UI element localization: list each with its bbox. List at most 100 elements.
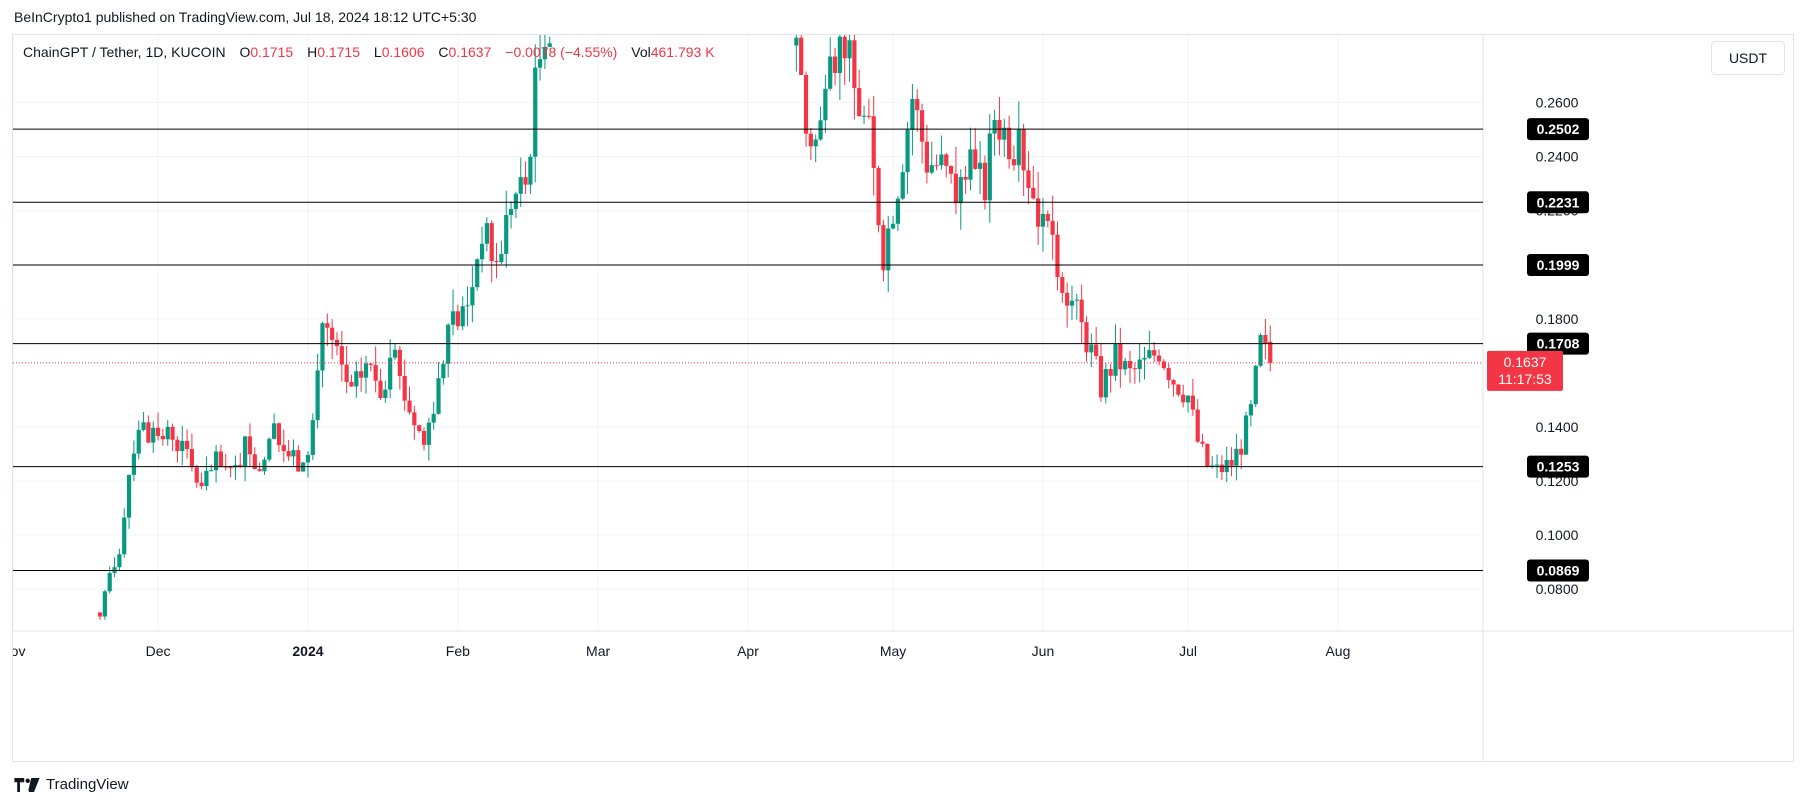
candle-up (939, 135, 944, 170)
candle-body (436, 378, 441, 414)
footer-brand: TradingView (46, 776, 129, 793)
candle-body (262, 459, 267, 472)
candle-body (122, 517, 127, 555)
candle-body (1214, 464, 1220, 466)
candle-up (518, 157, 523, 207)
candle-up (131, 440, 136, 482)
candle-body (1065, 292, 1070, 306)
candle-up (102, 589, 107, 620)
level-label-bg (1527, 455, 1589, 478)
candle-down (276, 422, 282, 453)
candle-up (383, 380, 388, 403)
candle-body (1258, 335, 1263, 366)
candle-down (803, 71, 809, 147)
candle-up (354, 361, 359, 398)
candle-up (126, 474, 132, 529)
candle-body (1200, 441, 1205, 444)
candle-body (919, 110, 925, 142)
candle-down (194, 464, 199, 488)
close-label: C (438, 44, 449, 60)
price-tick-label: 0.2600 (1536, 95, 1579, 111)
time-tick-label: Apr (737, 643, 759, 659)
candle-body (818, 120, 823, 140)
candle-down (944, 152, 949, 178)
candle-body (504, 215, 509, 254)
candle-down (1219, 455, 1224, 480)
candle-up (1002, 118, 1007, 158)
candle-up (479, 226, 485, 273)
candle-up (1253, 364, 1258, 408)
tradingview-footer[interactable]: TradingView (14, 776, 129, 793)
candle-body (987, 133, 992, 201)
candle-body (948, 165, 954, 174)
candle-body (325, 323, 330, 328)
candle-body (523, 177, 528, 185)
candle-up (315, 353, 320, 429)
candle-down (1181, 384, 1186, 408)
candle-body (131, 453, 136, 475)
candle-body (929, 165, 934, 173)
candle-down (1026, 151, 1031, 205)
candle-body (402, 375, 407, 401)
candle-down (1050, 195, 1055, 260)
candle-body (958, 176, 963, 204)
price-chart[interactable]: 0.08000.10000.12000.14000.18000.20000.22… (13, 35, 1794, 762)
volume-label: Vol (631, 44, 651, 60)
candle-down (963, 165, 968, 194)
candle-body (528, 156, 533, 185)
candle-body (1094, 344, 1099, 357)
candle-body (1224, 459, 1229, 473)
candle-down (368, 363, 373, 372)
candle-up (504, 190, 509, 268)
candle-body (871, 116, 876, 168)
currency-button[interactable]: USDT (1711, 41, 1785, 75)
candle-down (1127, 350, 1133, 384)
candle-up (392, 342, 398, 361)
candle-body (175, 439, 180, 452)
candle-body (286, 451, 291, 457)
candle-down (799, 35, 804, 76)
candle-up (828, 37, 833, 91)
candle-down (1036, 172, 1041, 245)
candle-down (189, 433, 195, 472)
low-value: 0.1606 (381, 44, 425, 60)
candle-down (982, 155, 988, 210)
candle-down (924, 124, 930, 184)
candle-up (262, 456, 267, 475)
time-tick-label: 2024 (292, 643, 323, 659)
candle-body (450, 311, 456, 325)
candle-body (963, 176, 968, 180)
candle-down (494, 242, 499, 279)
candle-up (978, 141, 983, 195)
open-value: 0.1715 (250, 44, 294, 60)
candle-down (997, 96, 1002, 156)
candle-body (315, 370, 320, 421)
candle-down (919, 103, 925, 164)
candle-up (1147, 330, 1152, 360)
candle-body (378, 380, 383, 398)
candle-body (165, 426, 170, 440)
candle-down (1084, 316, 1089, 362)
candle-body (1011, 159, 1017, 166)
tradingview-logo-icon (14, 777, 40, 792)
candle-up (847, 35, 852, 82)
candle-body (837, 36, 842, 73)
candle-down (146, 415, 151, 444)
high-label: H (307, 44, 318, 60)
candle-body (392, 349, 398, 358)
candle-up (209, 464, 214, 472)
candle-body (441, 363, 446, 379)
candle-body (117, 554, 122, 568)
candle-body (373, 364, 378, 381)
candle-up (1103, 363, 1108, 404)
price-tick-label: 0.1000 (1536, 527, 1579, 543)
candle-down (1011, 145, 1017, 171)
candle-up (431, 401, 436, 430)
candle-down (948, 165, 954, 184)
candle-body (1268, 341, 1273, 363)
candle-body (1123, 361, 1128, 370)
candle-up (243, 435, 248, 482)
candle-body (1103, 369, 1108, 398)
chart-panel[interactable]: 0.08000.10000.12000.14000.18000.20000.22… (12, 34, 1794, 762)
price-tick-label: 0.1800 (1536, 311, 1579, 327)
